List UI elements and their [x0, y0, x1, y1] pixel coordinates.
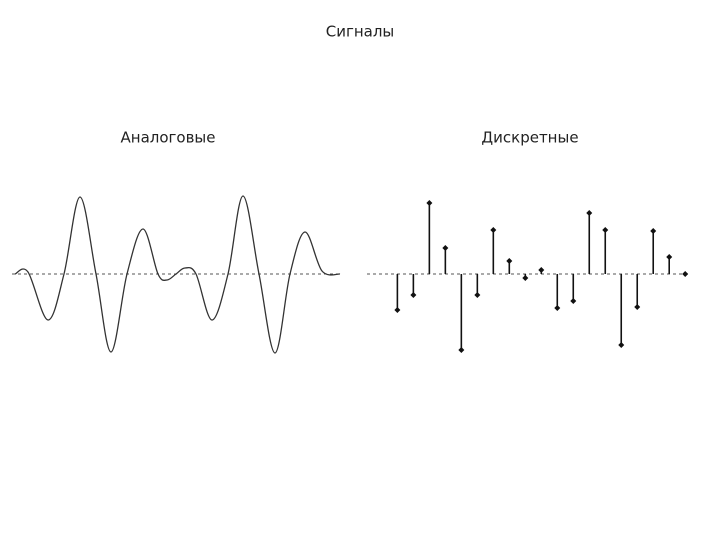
stem-marker — [506, 258, 513, 264]
stem-marker — [666, 254, 673, 260]
stem-marker — [554, 305, 561, 311]
chart-title: Аналоговые — [121, 129, 216, 147]
stem-marker — [602, 227, 609, 233]
stem-marker — [634, 304, 641, 310]
signal-line — [14, 195, 341, 354]
stem-marker — [522, 275, 529, 281]
stem-marker — [618, 342, 625, 348]
stem-marker — [410, 292, 417, 298]
stem-marker — [474, 292, 481, 298]
stem-marker — [650, 228, 657, 234]
stem-marker — [442, 245, 449, 251]
chart-title: Дискретные — [481, 129, 578, 147]
stem-marker — [490, 227, 497, 233]
stem-marker — [426, 200, 433, 206]
stem-marker — [682, 271, 689, 277]
slide-title: Сигналы — [326, 23, 395, 41]
stem-marker — [570, 298, 577, 304]
stem-marker — [586, 210, 593, 216]
stem-marker — [394, 307, 401, 313]
stem-marker — [538, 267, 545, 273]
stem-marker — [458, 347, 465, 353]
